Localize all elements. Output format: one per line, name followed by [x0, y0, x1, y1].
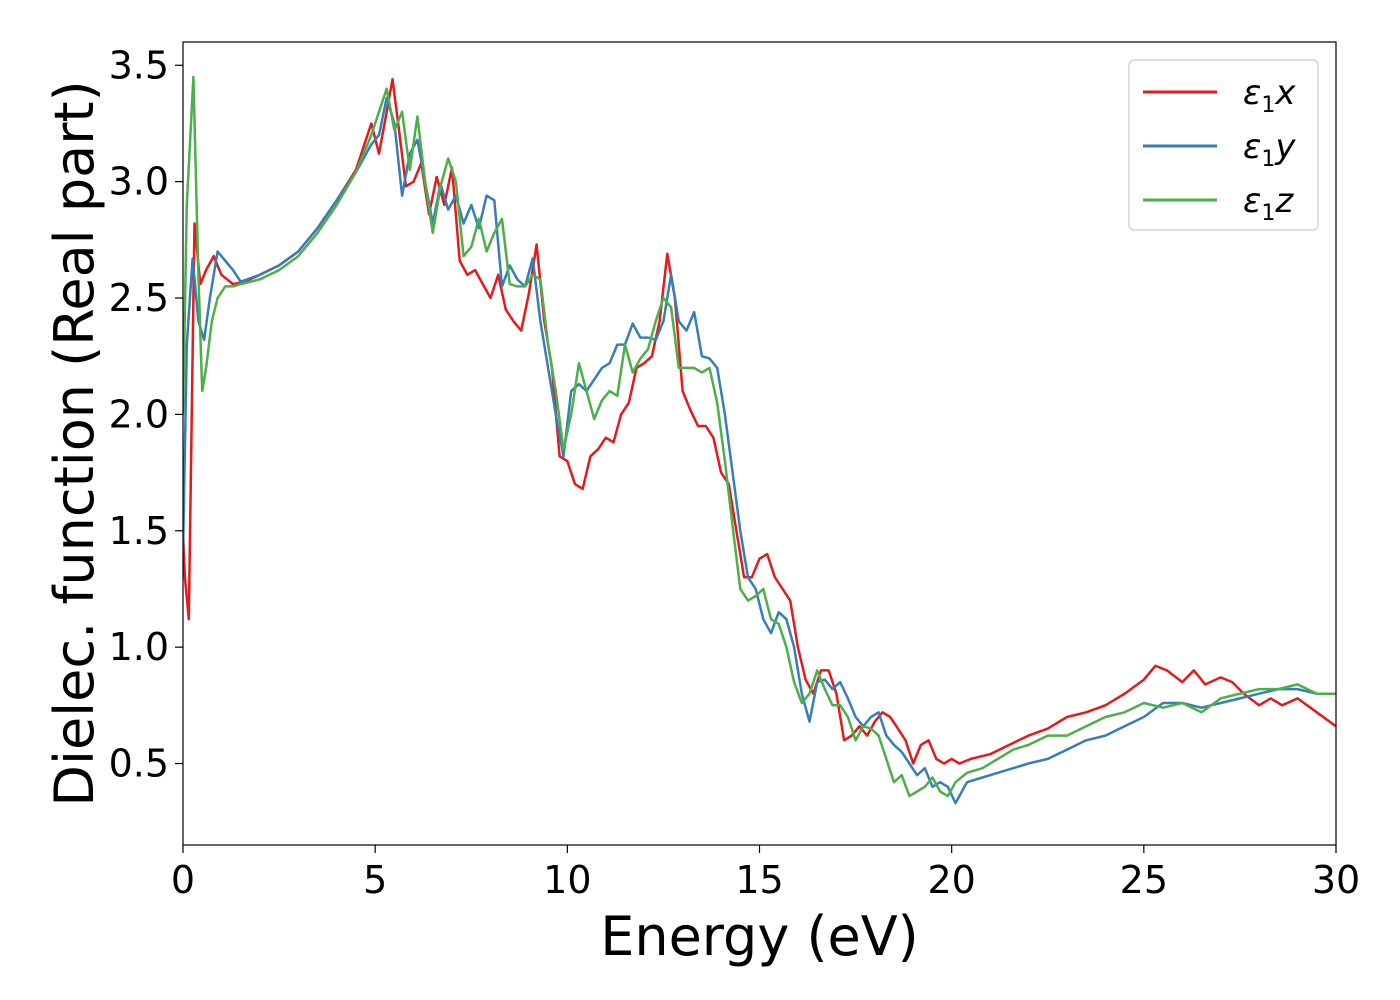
y-axis-label: Dielec. function (Real part) [43, 80, 106, 806]
y-tick-label: 2.0 [109, 392, 169, 436]
x-tick-label: 30 [1312, 858, 1360, 902]
x-tick-label: 0 [171, 858, 195, 902]
legend-box [1128, 59, 1319, 231]
x-axis-ticks: 0 5 10 15 20 25 30 [171, 845, 1360, 902]
y-tick-label: 0.5 [109, 742, 169, 786]
legend: ε1x ε1y ε1z [1128, 59, 1319, 231]
y-tick-label: 2.5 [109, 276, 169, 320]
series-line-z [183, 75, 1336, 798]
legend-label-x: ε1x [1243, 73, 1296, 118]
y-tick-label: 1.5 [109, 509, 169, 553]
series-layer [183, 75, 1336, 805]
x-tick-label: 10 [543, 858, 591, 902]
x-tick-label: 25 [1120, 858, 1168, 902]
x-tick-label: 20 [927, 858, 975, 902]
series-line-x [183, 77, 1336, 765]
y-axis-ticks: 0.5 1.0 1.5 2.0 2.5 3.0 3.5 [109, 43, 183, 786]
x-tick-label: 5 [363, 858, 387, 902]
legend-label-y: ε1y [1243, 127, 1296, 172]
y-tick-label: 1.0 [109, 625, 169, 669]
y-tick-label: 3.0 [109, 160, 169, 204]
y-tick-label: 3.5 [109, 43, 169, 87]
x-axis-label: Energy (eV) [600, 905, 919, 968]
legend-label-z: ε1z [1243, 181, 1294, 226]
x-tick-label: 15 [735, 858, 783, 902]
